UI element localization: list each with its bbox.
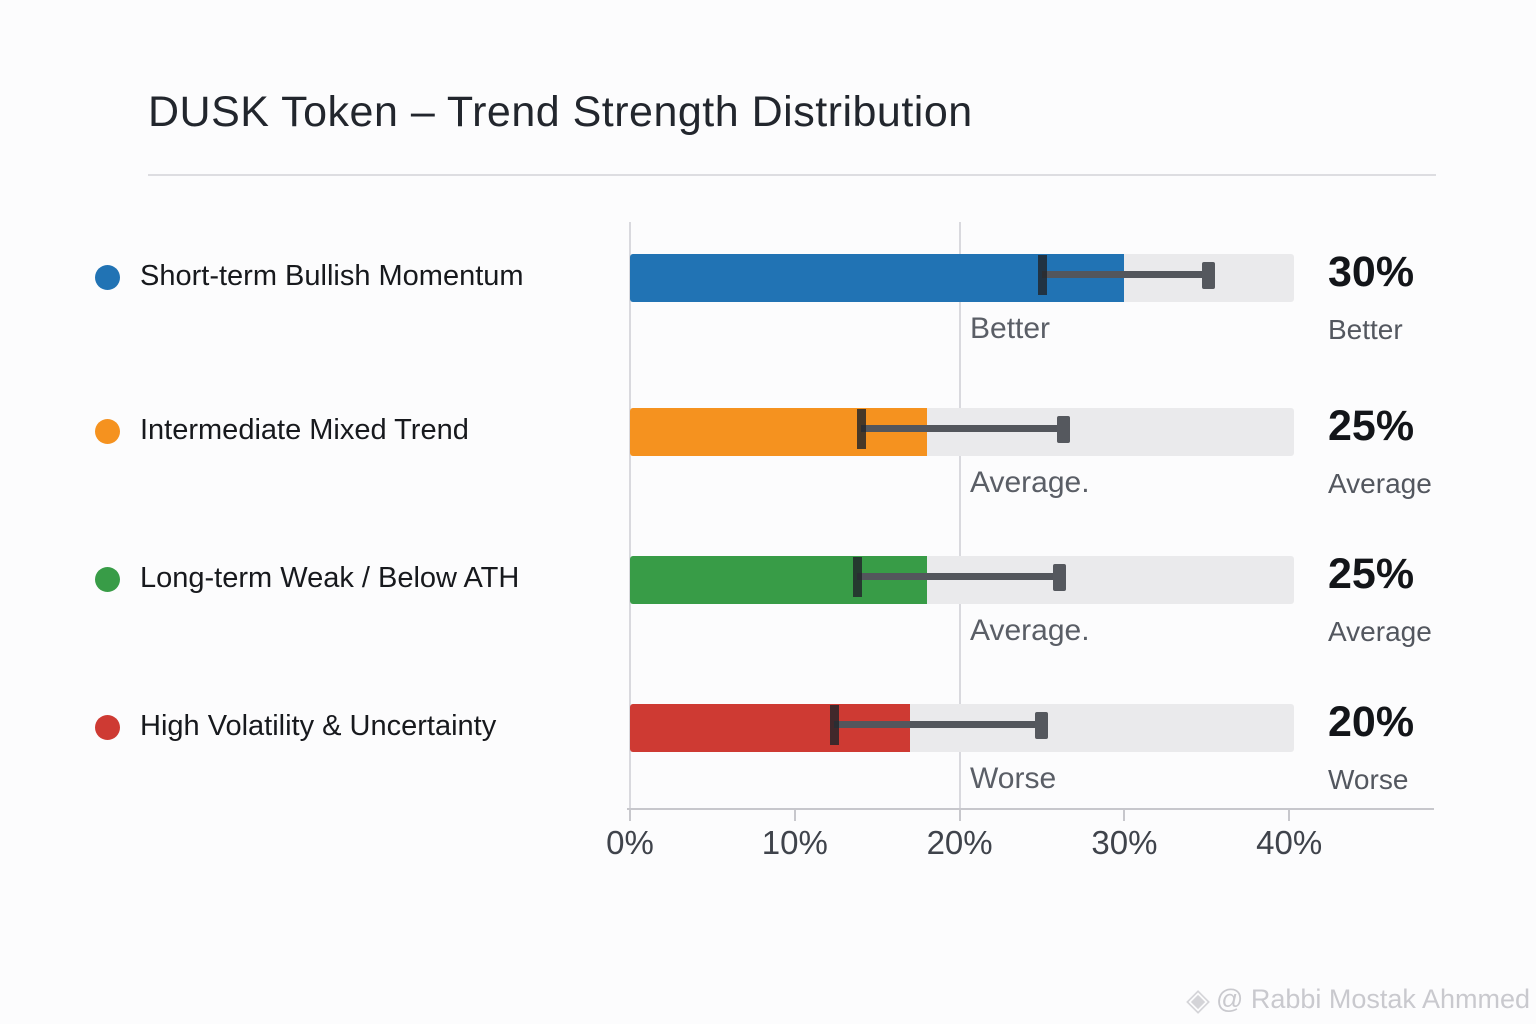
error-cap-low — [853, 557, 863, 597]
bar-fill — [630, 556, 927, 604]
x-tick — [793, 808, 796, 821]
value-label: 30% — [1328, 248, 1415, 296]
error-cap-low — [1038, 255, 1047, 295]
title-divider — [148, 174, 1436, 176]
error-whisker — [1042, 271, 1207, 278]
value-caption: Better — [1328, 314, 1403, 345]
x-tick-label: 40% — [1256, 824, 1323, 861]
legend-dot — [95, 265, 120, 290]
error-cap-high — [1053, 564, 1067, 591]
error-cap-high — [1201, 262, 1215, 289]
gridline-20pct — [958, 222, 961, 808]
x-tick — [1288, 808, 1291, 821]
bar-fill — [630, 408, 927, 456]
x-tick-label: 20% — [926, 824, 993, 861]
bar-fill — [630, 254, 1125, 302]
value-label: 25% — [1328, 402, 1415, 450]
value-label: 25% — [1328, 550, 1415, 598]
x-tick-label: 0% — [606, 824, 654, 861]
watermark-text: @ Rabbi Mostak Ahmmed — [1215, 984, 1530, 1014]
value-caption: Worse — [1328, 764, 1409, 795]
error-whisker — [857, 573, 1059, 580]
x-tick — [1123, 808, 1126, 821]
x-tick-label: 30% — [1091, 824, 1158, 861]
bar-annotation: Better — [970, 312, 1051, 345]
category-label: High Volatility & Uncertainty — [140, 710, 497, 742]
legend-dot — [95, 715, 120, 740]
bar-annotation: Average. — [970, 466, 1090, 499]
legend-dot — [95, 419, 120, 444]
x-tick — [629, 808, 631, 821]
x-axis-line — [627, 808, 1434, 810]
bar-fill — [630, 704, 911, 752]
error-cap-high — [1056, 416, 1070, 443]
value-caption: Average — [1328, 616, 1432, 647]
error-whisker — [834, 721, 1041, 728]
value-caption: Average — [1328, 468, 1432, 499]
x-tick — [958, 808, 961, 821]
x-tick-label: 10% — [761, 824, 828, 861]
page-title: DUSK Token – Trend Strength Distribution — [148, 88, 973, 136]
gridline-0pct — [629, 222, 631, 808]
watermark: ◈ @ Rabbi Mostak Ahmmed — [1186, 984, 1530, 1015]
error-cap-low — [856, 409, 866, 449]
error-cap-high — [1035, 712, 1049, 739]
bar-annotation: Average. — [970, 614, 1090, 647]
value-label: 20% — [1328, 698, 1415, 746]
error-cap-low — [830, 705, 840, 745]
legend-dot — [95, 567, 120, 592]
category-label: Intermediate Mixed Trend — [140, 414, 469, 446]
diamond-logo-icon: ◈ — [1186, 982, 1210, 1017]
category-label: Short-term Bullish Momentum — [140, 260, 524, 292]
category-label: Long-term Weak / Below ATH — [140, 562, 520, 594]
bar-annotation: Worse — [970, 762, 1057, 795]
error-whisker — [860, 425, 1062, 432]
